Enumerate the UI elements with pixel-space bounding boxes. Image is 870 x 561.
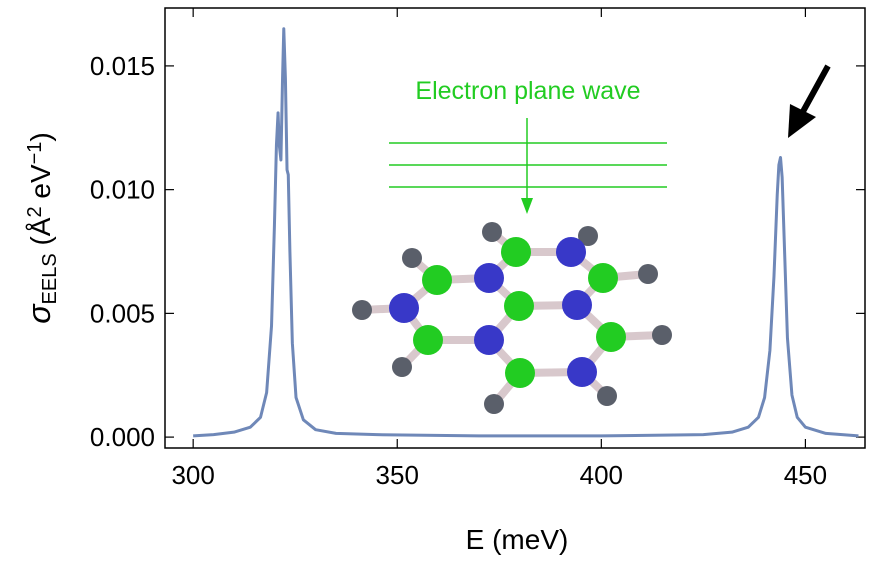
y-label-part: 2 xyxy=(24,206,46,217)
y-tick-label: 0.000 xyxy=(90,422,155,452)
y-tick-label: 0.005 xyxy=(90,298,155,328)
y-tick-label: 0.015 xyxy=(90,51,155,81)
data-line xyxy=(193,27,859,438)
y-axis-label: σEELS (Å2 eV−1) xyxy=(21,132,61,324)
x-tick-label: 400 xyxy=(580,460,623,490)
y-label-part: (Å xyxy=(25,217,56,253)
molecule xyxy=(352,222,672,414)
y-label-part: −1 xyxy=(24,142,46,165)
annotation: Electron plane wave xyxy=(415,77,640,105)
y-label-part: EELS xyxy=(39,253,61,304)
y-label-part: eV xyxy=(25,164,56,206)
y-label-part: ) xyxy=(25,132,56,141)
x-axis-label: E (meV) xyxy=(466,524,569,555)
x-tick-label: 300 xyxy=(171,460,214,490)
x-tick-label: 350 xyxy=(376,460,419,490)
y-label-part: σ xyxy=(21,303,57,324)
frame xyxy=(164,7,866,449)
x-tick-label: 450 xyxy=(784,460,827,490)
y-tick-label: 0.010 xyxy=(90,175,155,205)
peak-arrow xyxy=(788,64,831,138)
plane-wave xyxy=(389,118,667,214)
